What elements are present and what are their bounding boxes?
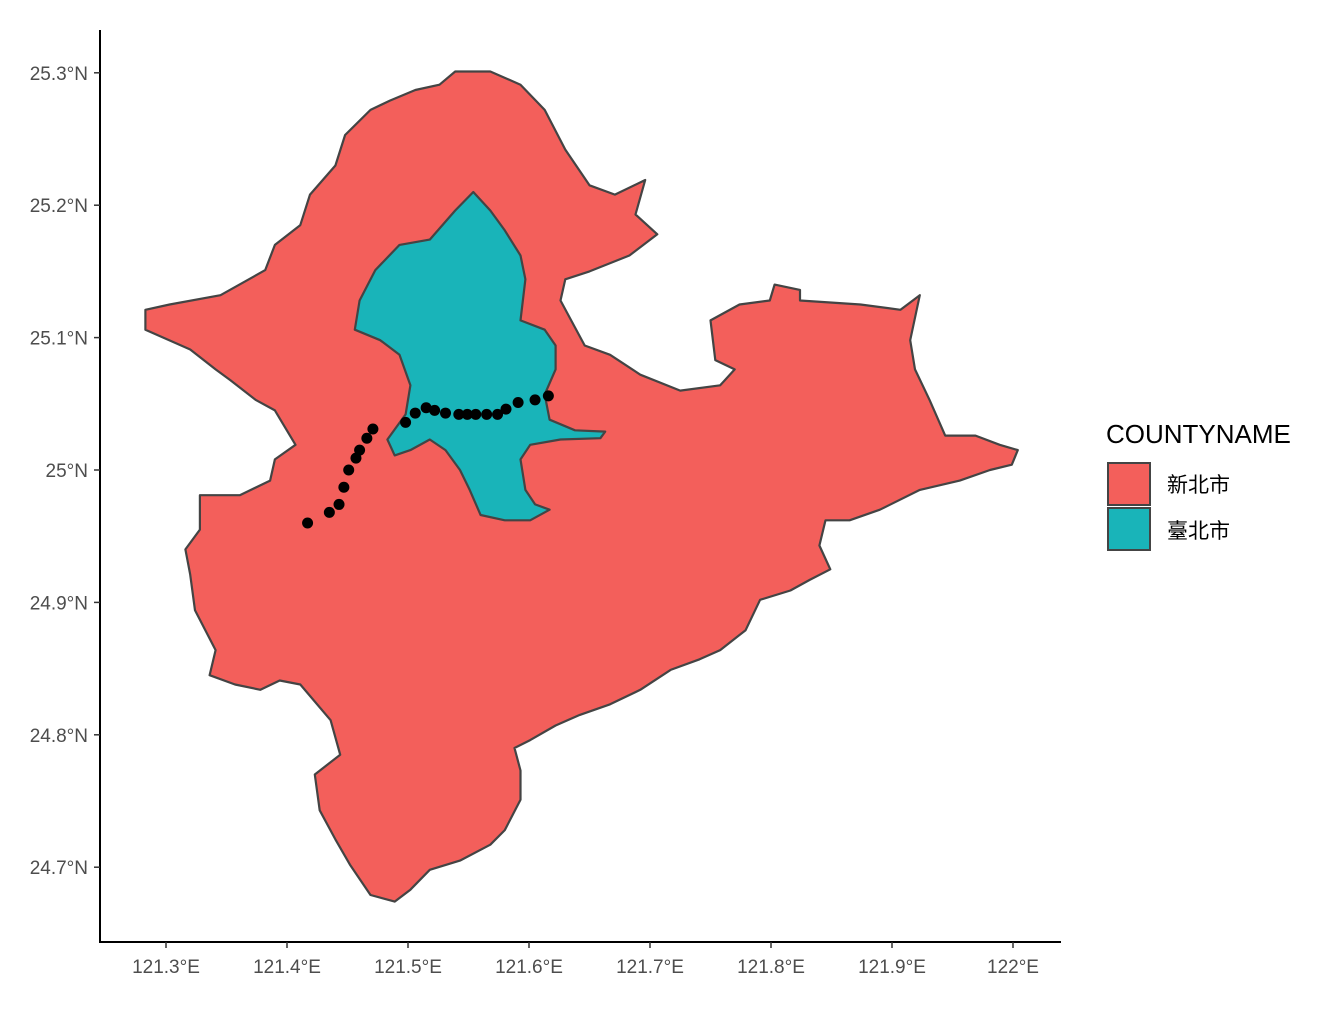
y-tick-label: 24.7°N xyxy=(30,858,88,879)
legend-title: COUNTYNAME xyxy=(1106,419,1291,449)
x-tick-label: 121.4°E xyxy=(253,957,321,978)
legend: COUNTYNAME 新北市 臺北市 xyxy=(1106,419,1291,551)
data-point xyxy=(302,517,314,529)
data-point xyxy=(470,408,482,420)
data-point xyxy=(333,498,345,510)
x-tick-label: 121.5°E xyxy=(374,957,442,978)
data-point xyxy=(453,408,465,420)
x-tick-label: 121.9°E xyxy=(858,957,926,978)
y-axis-ticks: 25.3°N 25.2°N 25.1°N 25°N 24.9°N 24.8°N 24.7°N xyxy=(30,64,100,879)
region-taipei xyxy=(353,190,607,522)
data-point xyxy=(542,390,554,402)
legend-key-new-taipei xyxy=(1107,462,1151,506)
data-point xyxy=(529,394,541,406)
region-new-taipei xyxy=(144,70,1019,903)
x-tick-label: 121.7°E xyxy=(616,957,684,978)
data-point xyxy=(361,432,373,444)
data-point xyxy=(429,404,441,416)
legend-label-new-taipei: 新北市 xyxy=(1167,474,1230,497)
y-tick-label: 25.3°N xyxy=(30,64,88,85)
regions-layer xyxy=(144,70,1019,903)
y-tick-label: 24.8°N xyxy=(30,726,88,747)
y-tick-label: 25°N xyxy=(46,461,88,482)
data-point xyxy=(500,403,512,415)
data-point xyxy=(338,481,350,493)
data-point xyxy=(481,408,493,420)
x-tick-label: 121.3°E xyxy=(132,957,200,978)
x-tick-label: 121.6°E xyxy=(495,957,563,978)
points-layer xyxy=(302,390,554,529)
x-tick-label: 122°E xyxy=(987,957,1039,978)
data-point xyxy=(461,408,473,420)
data-point xyxy=(492,408,504,420)
data-point xyxy=(512,396,524,408)
legend-label-taipei: 臺北市 xyxy=(1167,520,1230,543)
data-point xyxy=(343,464,355,476)
data-point xyxy=(323,506,335,518)
data-point xyxy=(400,416,412,428)
y-tick-label: 25.1°N xyxy=(30,329,88,350)
y-tick-label: 25.2°N xyxy=(30,196,88,217)
data-point xyxy=(420,402,432,414)
data-point xyxy=(354,444,366,456)
data-point xyxy=(367,423,379,435)
legend-key-taipei xyxy=(1107,507,1151,551)
y-tick-label: 24.9°N xyxy=(30,593,88,614)
data-point xyxy=(440,407,452,419)
x-axis-ticks: 121.3°E 121.4°E 121.5°E 121.6°E 121.7°E 121.8… xyxy=(132,942,1039,978)
data-point xyxy=(409,407,421,419)
x-tick-label: 121.8°E xyxy=(737,957,805,978)
